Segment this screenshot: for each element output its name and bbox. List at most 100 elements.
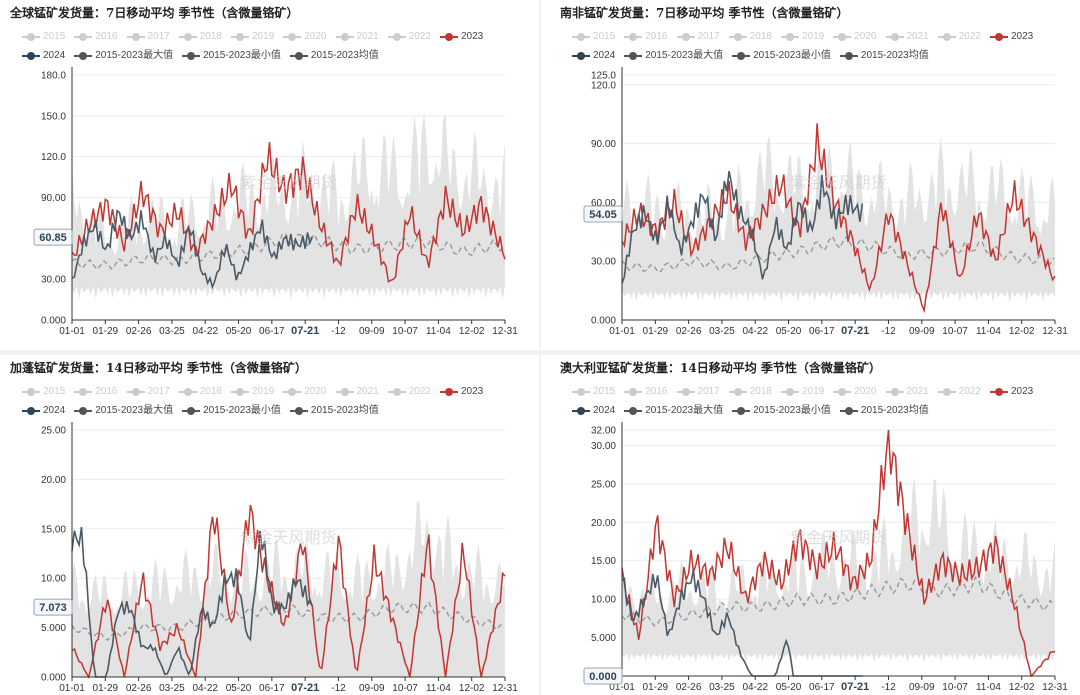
- legend-item[interactable]: 2019: [781, 384, 824, 400]
- legend-item[interactable]: 2019: [231, 384, 274, 400]
- legend-item[interactable]: 2016: [74, 29, 118, 45]
- line-2023: [71, 504, 506, 679]
- current-value-box: [33, 228, 73, 246]
- legend-marker-icon: [572, 406, 590, 416]
- legend-item[interactable]: 2024: [22, 403, 65, 419]
- x-tick-label: 12-02: [459, 326, 485, 337]
- legend-item[interactable]: 2015-2023最大值: [624, 48, 723, 64]
- legend-item[interactable]: 2015-2023最大值: [74, 403, 173, 419]
- x-tick-label: 06-17: [809, 682, 835, 693]
- y-tick-label: 150.0: [41, 111, 66, 122]
- legend-item[interactable]: 2015: [572, 384, 615, 400]
- x-tick-label: 11-04: [426, 326, 451, 337]
- legend: 2015 2016 2017 2018 2019 2020 2021 2022 2023 2024…: [572, 29, 1080, 67]
- legend-item[interactable]: 2016: [624, 384, 668, 400]
- legend-item[interactable]: 2018: [178, 29, 222, 45]
- legend-item[interactable]: 2021: [335, 29, 379, 45]
- legend-label: 2015-2023最小值: [753, 405, 831, 416]
- legend-marker-icon: [22, 32, 40, 42]
- legend-item[interactable]: 2017: [676, 384, 720, 400]
- legend-item[interactable]: 2015-2023最小值: [732, 403, 831, 419]
- legend-marker-icon: [839, 406, 858, 416]
- x-tick-label: 04-22: [192, 683, 218, 694]
- legend-item[interactable]: 2019: [781, 29, 824, 45]
- legend-item[interactable]: 2022: [937, 384, 981, 400]
- legend-item[interactable]: 2015-2023最小值: [732, 48, 831, 64]
- legend-label: 2020: [304, 386, 327, 397]
- legend-item[interactable]: 2022: [937, 29, 981, 45]
- legend-item[interactable]: 2020: [833, 29, 877, 45]
- legend-item[interactable]: 2015-2023均值: [289, 48, 379, 64]
- line-2023: [621, 123, 1056, 314]
- legend-item[interactable]: 2015: [572, 29, 615, 45]
- mean-line: [71, 232, 505, 271]
- legend-item[interactable]: 2019: [231, 29, 274, 45]
- max-min-band: [72, 111, 505, 300]
- vertical-divider: [539, 0, 541, 695]
- legend-item[interactable]: 2022: [387, 29, 431, 45]
- legend-item[interactable]: 2020: [283, 29, 327, 45]
- legend-item[interactable]: 2018: [728, 384, 772, 400]
- legend-marker-icon: [885, 32, 904, 42]
- legend-label: 2021: [906, 386, 929, 397]
- x-tick-label: 04-22: [742, 326, 768, 337]
- legend-item[interactable]: 2017: [126, 29, 170, 45]
- legend-item[interactable]: 2016: [74, 384, 118, 400]
- legend-item[interactable]: 2024: [22, 48, 65, 64]
- legend-item[interactable]: 2023: [440, 29, 483, 45]
- x-tick-label: 09-09: [359, 326, 385, 337]
- chart-title: 南非锰矿发货量：7日移动平均 季节性（含微量铬矿）: [560, 6, 849, 20]
- legend-marker-icon: [728, 32, 747, 42]
- legend-item[interactable]: 2015-2023均值: [839, 48, 929, 64]
- legend-item[interactable]: 2015-2023最大值: [74, 48, 173, 64]
- y-tick-label: 120.0: [591, 80, 616, 91]
- x-tick-label: 07-21: [291, 682, 319, 694]
- x-tick-label: 05-20: [226, 683, 252, 694]
- legend-marker-icon: [335, 387, 354, 397]
- legend-item[interactable]: 2021: [885, 384, 929, 400]
- legend-item[interactable]: 2015-2023均值: [839, 403, 929, 419]
- legend-item[interactable]: 2018: [178, 384, 222, 400]
- legend-item[interactable]: 2021: [335, 384, 379, 400]
- legend-marker-icon: [839, 51, 858, 61]
- legend-label: 2016: [645, 386, 668, 397]
- legend-item[interactable]: 2015-2023均值: [289, 403, 379, 419]
- legend-label: 2021: [356, 386, 379, 397]
- x-tick-label: 01-01: [609, 682, 635, 693]
- legend-item[interactable]: 2015-2023最大值: [624, 403, 723, 419]
- legend-label: 2018: [749, 31, 772, 42]
- legend-item[interactable]: 2021: [885, 29, 929, 45]
- legend-marker-icon: [572, 387, 590, 397]
- legend-label: 2023: [461, 31, 484, 42]
- legend-item[interactable]: 2024: [572, 403, 615, 419]
- legend-marker-icon: [572, 51, 590, 61]
- mean-line: [621, 576, 1055, 627]
- legend-item[interactable]: 2015: [22, 384, 65, 400]
- x-tick-label: 01-01: [59, 683, 85, 694]
- watermark-text: 紫金天风期货: [240, 173, 336, 192]
- legend-item[interactable]: 2017: [676, 29, 720, 45]
- y-tick-label: 120.0: [41, 152, 66, 163]
- legend-item[interactable]: 2015-2023最小值: [182, 403, 281, 419]
- legend-label: 2015: [43, 31, 66, 42]
- legend-item[interactable]: 2020: [833, 384, 877, 400]
- legend-item[interactable]: 2015-2023最小值: [182, 48, 281, 64]
- legend-item[interactable]: 2016: [624, 29, 668, 45]
- legend-item[interactable]: 2018: [728, 29, 772, 45]
- y-tick-label: 60.00: [591, 198, 616, 209]
- legend-item[interactable]: 2023: [990, 29, 1033, 45]
- legend-item[interactable]: 2023: [990, 384, 1033, 400]
- legend-item[interactable]: 2024: [572, 48, 615, 64]
- legend-label: 2015-2023最小值: [203, 405, 281, 416]
- y-tick-label: 32.00: [591, 426, 616, 437]
- legend-label: 2015-2023均值: [860, 405, 929, 416]
- legend-marker-icon: [182, 51, 201, 61]
- legend-item[interactable]: 2015: [22, 29, 65, 45]
- legend-label: 2015-2023最小值: [203, 50, 281, 61]
- y-tick-label: 15.00: [591, 556, 616, 567]
- legend-item[interactable]: 2020: [283, 384, 327, 400]
- legend-label: 2024: [593, 405, 616, 416]
- legend-item[interactable]: 2022: [387, 384, 431, 400]
- legend-item[interactable]: 2023: [440, 384, 483, 400]
- legend-item[interactable]: 2017: [126, 384, 170, 400]
